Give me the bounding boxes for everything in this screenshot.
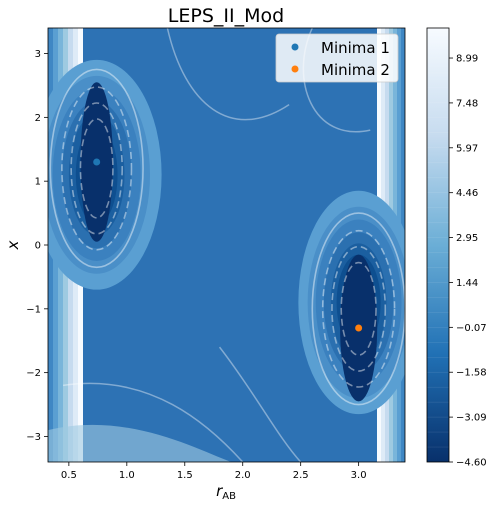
contour-line: [340, 261, 377, 356]
minimum-point: [355, 324, 363, 332]
chart-title: LEPS_II_Mod: [168, 5, 284, 27]
legend-label: Minima 1: [321, 39, 390, 57]
legend-marker: [291, 65, 299, 73]
y-tick-label: −2: [26, 368, 41, 379]
y-axis-ticks: 3 2 1 0 −1 −2 −3: [26, 49, 48, 443]
contour-band: [48, 424, 232, 462]
legend-marker: [291, 43, 299, 51]
contour-line: [49, 68, 144, 269]
contour-line: [70, 102, 123, 235]
colorbar-tick-label: 1.44: [456, 278, 478, 289]
contour-line: [321, 229, 396, 388]
y-tick-label: 3: [35, 49, 41, 60]
y-tick-label: 0: [35, 241, 41, 252]
x-tick-label: 1.0: [119, 470, 135, 481]
legend: Minima 1 Minima 2: [275, 33, 399, 83]
x-axis-ticks: 0.5 1.0 1.5 2.0 2.5 3.0: [61, 462, 367, 481]
y-tick-label: 2: [35, 113, 41, 124]
colorbar-tick-label: 8.99: [456, 54, 478, 65]
colorbar-tick-label: −1.58: [456, 368, 487, 379]
x-tick-label: 3.0: [351, 470, 367, 481]
colorbar-tick-label: 5.97: [456, 143, 478, 154]
colorbar-ticks: 8.99 7.48 5.97 4.46 2.95 1.44 −0.07 −1.58 −3.09 −…: [449, 54, 487, 469]
x-axis-label: rAB: [216, 482, 236, 502]
minimum-point: [93, 158, 101, 166]
x-tick-label: 2.5: [293, 470, 309, 481]
y-tick-label: −3: [26, 432, 41, 443]
y-axis-label: x: [4, 240, 22, 250]
legend-box: [275, 33, 399, 83]
y-tick-label: 1: [35, 177, 41, 188]
x-tick-label: 2.0: [235, 470, 251, 481]
colorbar-tick-label: 7.48: [456, 98, 478, 109]
contour-field: [48, 28, 405, 462]
contour-line: [218, 346, 302, 462]
contour-line: [61, 86, 133, 251]
legend-label: Minima 2: [321, 61, 390, 79]
colorbar-tick-label: 2.95: [456, 233, 478, 244]
x-tick-label: 1.5: [177, 470, 193, 481]
contour-line: [331, 245, 387, 372]
colorbar-tick-label: 4.46: [456, 188, 478, 199]
contour-line: [62, 382, 244, 462]
colorbar: 8.99 7.48 5.97 4.46 2.95 1.44 −0.07 −1.58 −3.09 −…: [426, 27, 487, 469]
colorbar-tick-label: −0.07: [456, 323, 487, 334]
contour-line: [79, 118, 114, 219]
y-tick-label: −1: [26, 304, 41, 315]
colorbar-bands: [427, 27, 449, 448]
x-tick-label: 0.5: [61, 470, 77, 481]
plot-area: 0.5 1.0 1.5 2.0 2.5 3.0 3 2 1 0 −1 −2 −3: [26, 27, 406, 481]
colorbar-tick-label: −4.60: [456, 458, 487, 469]
colorbar-tick-label: −3.09: [456, 413, 487, 424]
minima-markers: [93, 158, 363, 332]
contour-line: [166, 28, 290, 121]
colorbar-scale: [427, 28, 449, 462]
colorbar-frame: [426, 27, 450, 463]
